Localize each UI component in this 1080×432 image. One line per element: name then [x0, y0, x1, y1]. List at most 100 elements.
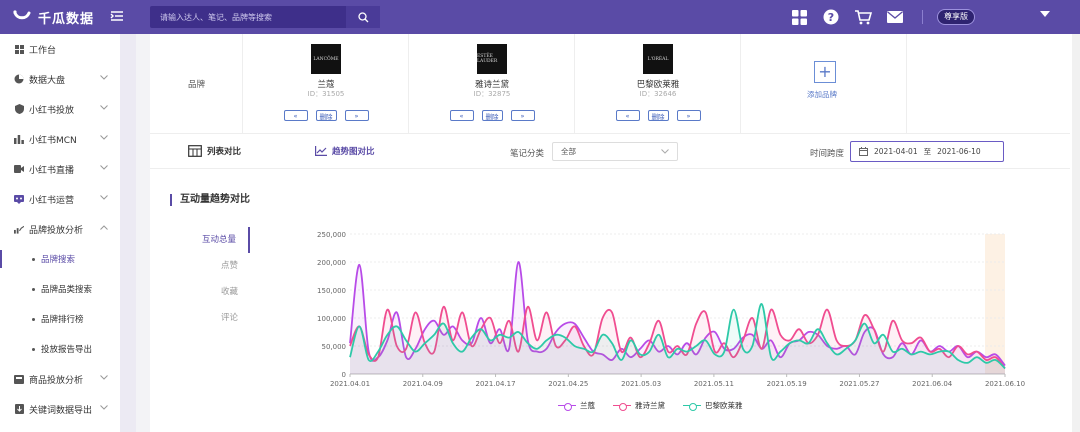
bullet-dot — [32, 347, 35, 351]
date-end[interactable]: 2021-06-10 — [937, 147, 981, 156]
brand-card: ESTĒE LAUDER 雅诗兰黛 ID：32875 « 删除 » — [408, 34, 574, 134]
move-right-button[interactable]: » — [676, 110, 701, 121]
bullet-dot — [32, 257, 35, 261]
move-right-button[interactable]: » — [344, 110, 369, 121]
menu-toggle-icon[interactable] — [110, 9, 124, 23]
metric-tab-comments[interactable]: 评论 — [220, 313, 238, 323]
series-estee-lauder-line — [349, 305, 1006, 369]
sidebar-item-workbench[interactable]: 工作台 — [0, 34, 120, 64]
brand-name[interactable]: 雅诗兰黛 — [474, 80, 509, 90]
metric-tab-likes[interactable]: 点赞 — [220, 261, 238, 271]
sidebar-item-xhs-placement[interactable]: 小红书投放 — [0, 94, 120, 124]
legend-swatch — [558, 402, 576, 411]
sidebar-subitem-report-export[interactable]: 投放报告导出 — [0, 334, 120, 364]
sidebar-subitem-brand-ranking[interactable]: 品牌排行榜 — [0, 304, 120, 334]
export-icon — [14, 404, 24, 414]
brand-logo-text: L'ORÉAL — [647, 56, 669, 62]
page-scrollbar[interactable] — [1072, 34, 1080, 432]
move-left-button[interactable]: « — [449, 110, 474, 121]
delete-button[interactable]: 删除 — [481, 110, 503, 121]
sidebar-item-keyword-export[interactable]: 关键词数据导出 — [0, 394, 120, 424]
move-left-button[interactable]: « — [283, 110, 308, 121]
chart-legend: 兰蔻 雅诗兰黛 巴黎欧莱雅 — [558, 400, 743, 411]
x-tick-label: 2021.04.17 — [476, 380, 516, 388]
chevron-down-icon — [100, 405, 108, 410]
brand-card: L'ORÉAL 巴黎欧莱雅 ID：32646 « 删除 » — [574, 34, 740, 134]
dashboard-icon — [14, 44, 24, 54]
sidebar-item-xhs-live[interactable]: 小红书直播 — [0, 154, 120, 184]
series-estee-lauder-area — [350, 306, 1005, 374]
sidebar-item-label: 关键词数据导出 — [29, 405, 93, 416]
help-icon[interactable]: ? — [822, 8, 840, 26]
sidebar-item-label: 数据大盘 — [29, 75, 66, 86]
sidebar-item-goods-analysis[interactable]: 商品投放分析 — [0, 364, 120, 394]
chevron-down-icon — [100, 135, 108, 140]
bullet-dot — [32, 317, 35, 321]
y-tick-label: 50,000 — [322, 343, 347, 351]
sidebar-item-label: 小红书投放 — [29, 105, 75, 116]
bullet-dot — [32, 287, 35, 291]
mail-icon[interactable] — [886, 8, 904, 26]
sidebar: 工作台 数据大盘 小红书投放 小红书MCN 小红书直播 小红书运营 品牌投放分析… — [0, 34, 120, 432]
interaction-trend-chart[interactable]: 250,000200,000150,000100,00050,00002021.… — [300, 219, 1040, 419]
metric-tab-total[interactable]: 互动总量 — [200, 227, 250, 253]
metric-tabs: 互动总量 点赞 收藏 评论 — [200, 227, 250, 331]
tab-list-compare[interactable]: 列表对比 — [188, 145, 241, 157]
x-tick-label: 2021.05.11 — [694, 380, 734, 388]
legend-item[interactable]: 兰蔻 — [558, 400, 595, 411]
brand-logo: L'ORÉAL — [643, 44, 673, 74]
search-button[interactable] — [346, 6, 380, 28]
sidebar-item-xhs-mcn[interactable]: 小红书MCN — [0, 124, 120, 154]
chevron-down-icon — [661, 149, 669, 154]
date-start[interactable]: 2021-04-01 — [874, 147, 918, 156]
date-range-picker[interactable]: 2021-04-01 至 2021-06-10 — [850, 141, 1004, 162]
chevron-down-icon — [100, 105, 108, 110]
delete-button[interactable]: 删除 — [315, 110, 337, 121]
bar-icon — [14, 134, 24, 144]
sidebar-item-brand-analysis[interactable]: 品牌投放分析 — [0, 214, 120, 244]
search-input[interactable] — [150, 6, 346, 28]
brand-name[interactable]: 巴黎欧莱雅 — [636, 80, 680, 90]
series-lancome-area — [350, 261, 1005, 374]
sidebar-subitem-label: 品牌搜索 — [41, 255, 76, 265]
chevron-down-icon[interactable] — [1040, 11, 1050, 18]
legend-item[interactable]: 雅诗兰黛 — [613, 400, 665, 411]
legend-label: 雅诗兰黛 — [635, 401, 665, 410]
robot-icon — [14, 194, 24, 204]
brand-logo: LANCÔME — [311, 44, 341, 74]
sidebar-item-xhs-operation[interactable]: 小红书运营 — [0, 184, 120, 214]
cart-icon[interactable] — [854, 8, 872, 26]
sidebar-subitem-label: 品牌排行榜 — [41, 315, 84, 325]
brand-name[interactable]: 兰蔻 — [317, 80, 335, 90]
sidebar-item-label: 商品投放分析 — [29, 375, 84, 386]
delete-button[interactable]: 删除 — [647, 110, 669, 121]
tab-trend-compare[interactable]: 趋势图对比 — [315, 145, 375, 157]
category-select[interactable]: 全部 — [552, 142, 678, 161]
move-right-button[interactable]: » — [510, 110, 535, 121]
move-left-button[interactable]: « — [615, 110, 640, 121]
add-brand-button[interactable]: + 添加品牌 — [805, 61, 845, 100]
shield-icon — [14, 104, 24, 114]
sidebar-subitem-category-search[interactable]: 品牌品类搜索 — [0, 274, 120, 304]
logo[interactable]: 千瓜数据 — [12, 7, 94, 27]
category-value: 全部 — [561, 147, 576, 156]
brand-id: ID：31505 — [307, 90, 345, 98]
version-badge[interactable]: 尊享版 — [937, 9, 975, 25]
brand-logo-text: ESTĒE LAUDER — [477, 54, 498, 64]
x-tick-label: 2021.04.09 — [403, 380, 443, 388]
sidebar-item-label: 小红书运营 — [29, 195, 75, 206]
sidebar-item-label: 品牌投放分析 — [29, 225, 84, 236]
main-panel: 品牌 LANCÔME 兰蔻 ID：31505 « 删除 » ESTĒE LAUD… — [150, 34, 1080, 432]
top-bar: 千瓜数据 ? 尊享版 — [0, 0, 1080, 34]
sidebar-subitem-label: 投放报告导出 — [41, 345, 93, 355]
legend-label: 兰蔻 — [580, 401, 595, 410]
line-chart-icon — [315, 146, 327, 156]
grid-icon[interactable] — [790, 8, 808, 26]
legend-item[interactable]: 巴黎欧莱雅 — [683, 400, 743, 411]
sidebar-item-market[interactable]: 数据大盘 — [0, 64, 120, 94]
x-tick-label: 2021.06.10 — [985, 380, 1025, 388]
sidebar-subitem-brand-search[interactable]: 品牌搜索 — [0, 244, 120, 274]
y-tick-label: 150,000 — [317, 287, 346, 295]
filter-bar: 列表对比 趋势图对比 笔记分类 全部 时间跨度 2021-04-01 至 202… — [150, 135, 1070, 169]
metric-tab-collects[interactable]: 收藏 — [220, 287, 238, 297]
